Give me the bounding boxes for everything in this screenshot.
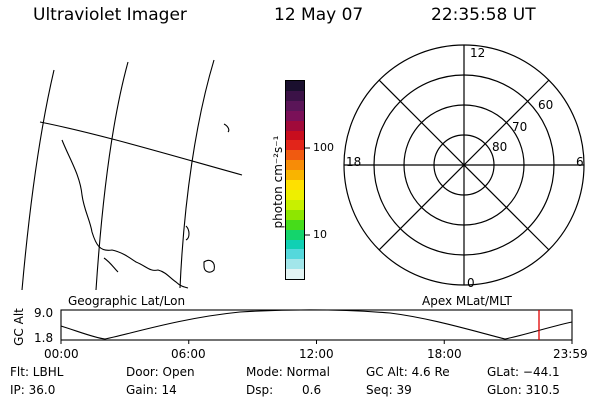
info-dsp-label: Dsp:: [246, 383, 274, 397]
time-label: 22:35:58 UT: [431, 5, 536, 25]
info-glat: GLat: −44.1: [487, 365, 560, 379]
colorbar-band: [286, 219, 304, 230]
mlt-label-12: 12: [470, 46, 486, 60]
colorbar-band: [286, 150, 304, 161]
colorbar-band: [286, 239, 304, 250]
colorbar-band: [286, 249, 304, 260]
info-glon: GLon: 310.5: [487, 383, 560, 397]
timeline-xtick-1200: 12:00: [299, 347, 334, 361]
colorbar-band: [286, 199, 304, 210]
colorbar-tick-10: 10: [313, 228, 327, 241]
mlt-label-18: 18: [346, 155, 362, 169]
colorbar-band: [286, 100, 304, 111]
colorbar-band: [286, 209, 304, 220]
colorbar-band: [286, 259, 304, 270]
colorbar-band: [286, 170, 304, 181]
mlt-label-6: 6: [576, 155, 584, 169]
colorbar-band: [286, 90, 304, 101]
colorbar-band: [286, 180, 304, 190]
colorbar-band: [286, 130, 304, 141]
colorbar-band: [286, 120, 304, 131]
colorbar-band: [286, 160, 304, 171]
colorbar-band: [286, 110, 304, 121]
timeline-xtick-2359: 23:59: [553, 347, 588, 361]
colorbar-band: [286, 269, 304, 280]
info-gc-alt: GC Alt: 4.6 Re: [366, 365, 450, 379]
info-seq: Seq: 39: [366, 383, 412, 397]
timeline-ytick-1-8: 1.8: [34, 331, 54, 345]
info-dsp-value: 0.6: [302, 383, 322, 397]
info-gain: Gain: 14: [126, 383, 177, 397]
lat-label-60: 60: [538, 98, 554, 112]
timeline-ylabel: GC Alt: [12, 308, 26, 346]
timeline-xtick-0000: 00:00: [44, 347, 79, 361]
colorbar-tick-100: 100: [313, 141, 334, 154]
color-scale-bar: [285, 80, 305, 280]
info-door: Door: Open: [126, 365, 195, 379]
colorbar-unit-label: photon cm⁻²s⁻¹: [271, 135, 285, 229]
mlt-label-0: 0: [467, 276, 475, 290]
colorbar-band: [286, 81, 304, 91]
colorbar-band: [286, 140, 304, 151]
info-mode: Mode: Normal: [246, 365, 330, 379]
timeline-ytick-9: 9.0: [34, 306, 54, 320]
timeline-right-title: Apex MLat/MLT: [422, 294, 512, 308]
colorbar-band: [286, 229, 304, 240]
timeline-xtick-1800: 18:00: [427, 347, 462, 361]
instrument-title: Ultraviolet Imager: [33, 5, 187, 25]
info-ip: IP: 36.0: [10, 383, 56, 397]
info-filter: Flt: LBHL: [10, 365, 64, 379]
timeline-left-title: Geographic Lat/Lon: [68, 294, 186, 308]
lat-label-70: 70: [512, 120, 528, 134]
colorbar-band: [286, 189, 304, 200]
timeline-xtick-0600: 06:00: [171, 347, 206, 361]
date-label: 12 May 07: [274, 5, 364, 25]
lat-label-80: 80: [492, 140, 508, 154]
